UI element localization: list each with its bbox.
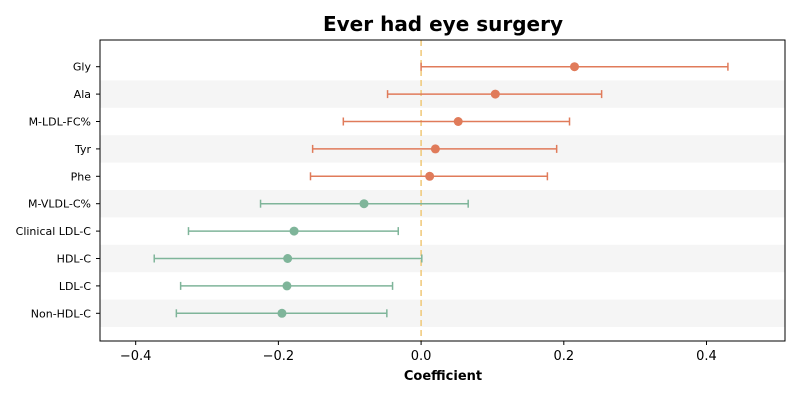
x-tick-labels: −0.4 −0.2 0.0 0.2 0.4 <box>120 341 717 364</box>
coef-point <box>282 281 292 291</box>
coef-point <box>359 199 369 209</box>
x-tick-label: 0.2 <box>553 349 574 364</box>
y-tick-label: Tyr <box>74 143 92 156</box>
coef-point <box>277 308 287 318</box>
y-tick-label: LDL-C <box>59 280 92 293</box>
y-tick-label: Ala <box>74 88 91 101</box>
x-tick-label: −0.4 <box>120 349 152 364</box>
y-tick-label: HDL-C <box>57 253 92 266</box>
x-tick-label: −0.2 <box>263 349 295 364</box>
coef-point <box>283 254 293 263</box>
coef-point <box>289 226 299 236</box>
coef-point <box>490 89 500 99</box>
marks-layer <box>153 62 729 318</box>
x-tick-label: 0.0 <box>411 349 432 364</box>
coef-point <box>430 144 440 154</box>
y-tick-label: Phe <box>71 170 92 183</box>
x-tick-label: 0.4 <box>696 349 717 364</box>
coef-point <box>425 171 435 181</box>
y-tick-label: M-LDL-FC% <box>29 116 91 129</box>
y-tick-label: Non-HDL-C <box>31 307 92 320</box>
axes-frame <box>99 39 786 342</box>
coef-point <box>570 62 580 72</box>
chart-title: Ever had eye surgery <box>323 12 563 36</box>
y-tick-labels: Gly Ala M-LDL-FC% Tyr Phe M-VLDL-C% Clinical L… <box>16 61 100 320</box>
y-tick-label: Clinical LDL-C <box>16 225 92 238</box>
y-tick-label: Gly <box>73 61 92 74</box>
coef-point <box>453 117 463 126</box>
x-axis-label: Coefficient <box>404 369 482 384</box>
y-tick-label: M-VLDL-C% <box>28 198 91 211</box>
